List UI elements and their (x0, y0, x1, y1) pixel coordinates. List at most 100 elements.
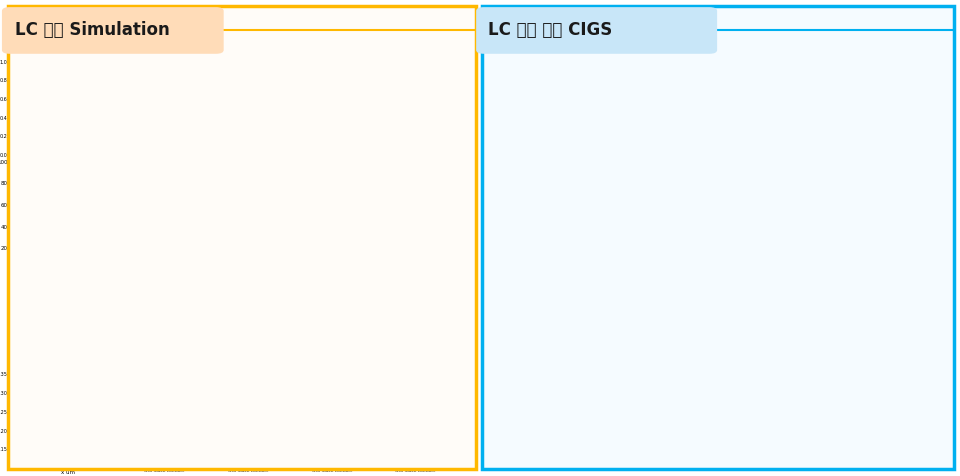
Text: 2um      8um: 2um 8um (508, 280, 543, 285)
Al₂O₃ (Coverage 50%) (180, 129, 191, 134)
Bar (610, 388, 696, 412)
Al₂O₃ (Coverage 2%) (180, 127, 191, 132)
FancyBboxPatch shape (716, 67, 796, 123)
PathPatch shape (748, 169, 762, 176)
Text: Co-evaporation
CIGS: Co-evaporation CIGS (816, 90, 853, 100)
PathPatch shape (719, 305, 733, 321)
Text: 27.28%...: 27.28%... (639, 435, 666, 439)
Al₂O₃ (Coverage 16%) (180, 128, 191, 133)
FancyBboxPatch shape (8, 6, 476, 469)
Text: ✓ 실제 (2um·6um): ✓ 실제 (2um·6um) (492, 338, 567, 347)
FancyBboxPatch shape (499, 102, 623, 117)
Bar (569, 82, 582, 96)
Text: Unpassivation: Unpassivation (228, 129, 262, 134)
Text: Highest
Efficiency: Highest Efficiency (305, 179, 340, 190)
FancyBboxPatch shape (866, 67, 955, 123)
Text: 6um/8um: 6um/8um (559, 302, 584, 307)
Text: Unpassivated: Unpassivated (378, 255, 415, 260)
Al₂O₃ (Coverage 0%) (12, 151, 24, 157)
Al₂O₃ (Coverage 16%) (12, 151, 24, 157)
Bar (610, 82, 622, 96)
Text: 0.19: 0.19 (101, 428, 113, 434)
Al₂O₃ (Coverage 2%) (12, 151, 23, 157)
Bar (528, 82, 540, 96)
Bar (589, 82, 602, 96)
Text: 0.7: 0.7 (101, 82, 110, 87)
Al₂O₃ (Coverage 50%) (111, 84, 123, 90)
Al₂O₃ (Coverage 8%) (112, 81, 124, 87)
Al₂O₃ (Coverage 50%) (112, 84, 124, 89)
X-axis label: GGI (back contact): GGI (back contact) (228, 469, 269, 473)
Text: Device CIGS
(AuAZO/ZnS/
CIGS/Al₂O₃/Mo): Device CIGS (AuAZO/ZnS/ CIGS/Al₂O₃/Mo) (893, 87, 929, 103)
PathPatch shape (867, 294, 881, 310)
Text: CIGS: CIGS (542, 178, 580, 192)
Text: 886 nm 파장 대역에서 CIGS의 광 흡수율: 886 nm 파장 대역에서 CIGS의 광 흡수율 (259, 43, 374, 52)
Al₂O₃ (Coverage 0%) (180, 126, 191, 131)
Al₂O₃ (Coverage 16%) (111, 82, 123, 88)
Legend: Al₂O₃ (Coverage 0%), Al₂O₃ (Coverage 2%), Al₂O₃ (Coverage 8%), Al₂O₃ (Coverage 1: Al₂O₃ (Coverage 0%), Al₂O₃ (Coverage 2%)… (19, 127, 75, 153)
Text: 95%: 95% (508, 295, 544, 310)
Text: Al₂O₃: Al₂O₃ (338, 104, 351, 109)
Al₂O₃ (Coverage 2%) (112, 80, 124, 86)
Text: 97%: 97% (598, 295, 635, 310)
PathPatch shape (719, 186, 733, 191)
FancyBboxPatch shape (476, 7, 717, 54)
Al₂O₃ (Coverage 16%) (98, 77, 109, 82)
Al₂O₃ (Coverage 50%) (164, 122, 176, 128)
X-axis label: GGI (back contact): GGI (back contact) (144, 469, 184, 473)
Text: Al₂O₃: Al₂O₃ (268, 104, 281, 109)
Legend: Ref, 85%, 78%, 74%: Ref, 85%, 78%, 74% (800, 141, 823, 173)
Y-axis label: Efficiency (%): Efficiency (%) (350, 391, 355, 425)
Al₂O₃ (Coverage 16%) (154, 113, 165, 119)
Line: Al₂O₃ (Coverage 50%): Al₂O₃ (Coverage 50%) (17, 81, 185, 155)
Line: Al₂O₃ (Coverage 2%): Al₂O₃ (Coverage 2%) (17, 77, 185, 154)
Text: AZO: AZO (609, 323, 624, 329)
Text: Unpassivated: Unpassivated (123, 258, 158, 262)
Text: CIGS: CIGS (542, 60, 580, 74)
Y-axis label: Contact opening width (nm): Contact opening width (nm) (213, 171, 219, 259)
Y-axis label: Voc (V): Voc (V) (95, 399, 100, 417)
Al₂O₃ (Coverage 8%) (111, 81, 123, 87)
FancyBboxPatch shape (798, 67, 871, 123)
Title: (c): (c) (327, 360, 337, 367)
FancyBboxPatch shape (499, 119, 623, 133)
Text: Al₂O₃
Line patterning: Al₂O₃ Line patterning (737, 90, 775, 100)
Al₂O₃ (Coverage 50%) (12, 150, 24, 156)
Al₂O₃ (Coverage 50%) (115, 87, 127, 93)
Al₂O₃ (Coverage 8%) (154, 113, 165, 119)
Al₂O₃ (Coverage 2%) (155, 113, 166, 119)
Al₂O₃ (Coverage 2%) (12, 150, 24, 156)
Text: CIGS: CIGS (544, 196, 577, 208)
Al₂O₃ (Coverage 8%) (12, 151, 24, 157)
Al₂O₃ (Coverage 2%) (112, 79, 124, 85)
X-axis label: x um: x um (60, 470, 75, 475)
PathPatch shape (776, 178, 790, 187)
X-axis label: GGI (back contact): GGI (back contact) (312, 469, 352, 473)
FancyBboxPatch shape (482, 6, 954, 469)
X-axis label: Pitch (um): Pitch (um) (324, 289, 360, 296)
Al₂O₃ (Coverage 8%) (180, 127, 191, 133)
Title: Power conversion efficiency: Power conversion efficiency (265, 151, 420, 161)
Text: TCO or Mo: TCO or Mo (529, 140, 593, 150)
FancyBboxPatch shape (499, 217, 623, 234)
Text: AZO: AZO (518, 323, 534, 329)
Y-axis label: J$_{sc}$ (mA/cm²): J$_{sc}$ (mA/cm²) (678, 282, 689, 327)
FancyBboxPatch shape (2, 7, 224, 54)
Text: 1.22 × 10¹⁷ W/m³(mean): 1.22 × 10¹⁷ W/m³(mean) (215, 55, 276, 60)
Text: CIGS: CIGS (367, 71, 383, 76)
Title: GGI: GGI (60, 347, 76, 356)
Title: Fill factor (FF): Fill factor (FF) (76, 151, 155, 161)
PathPatch shape (867, 179, 881, 186)
Text: Al₂O₃: Al₂O₃ (208, 104, 222, 109)
Al₂O₃ (Coverage 50%) (154, 115, 165, 121)
Al₂O₃ (Coverage 16%) (12, 152, 23, 158)
Al₂O₃ (Coverage 0%) (12, 151, 23, 157)
Al₂O₃ (Coverage 2%) (165, 120, 177, 126)
Title: (d): (d) (411, 360, 420, 367)
Y-axis label: y (nm): y (nm) (288, 90, 293, 108)
Legend: Ref, 85%, 78%, 74%: Ref, 85%, 78%, 74% (800, 309, 823, 340)
Line: Al₂O₃ (Coverage 0%): Al₂O₃ (Coverage 0%) (17, 75, 185, 154)
Text: LC 구조 적용 CIGS: LC 구조 적용 CIGS (488, 21, 612, 39)
FancyBboxPatch shape (499, 74, 623, 100)
Al₂O₃ (Coverage 0%) (164, 118, 176, 124)
